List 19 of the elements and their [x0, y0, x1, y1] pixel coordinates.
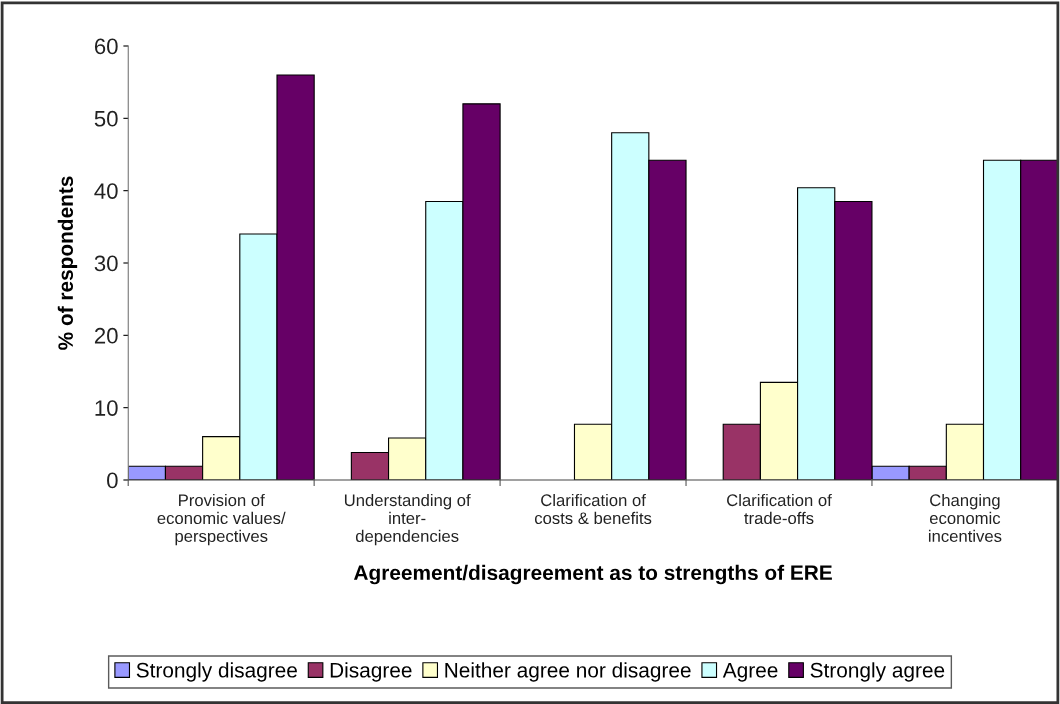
- x-tick-label: Clarification of costs & benefits: [534, 493, 652, 525]
- y-tick-label: 60: [94, 38, 118, 55]
- y-tick-label: 50: [94, 110, 118, 127]
- y-axis-title: % of respondents: [57, 176, 78, 350]
- legend-label: Agree: [722, 663, 778, 682]
- y-tick-label: 30: [94, 255, 118, 272]
- x-axis-title: Agreement/disagreement as to strengths of ERE: [353, 564, 832, 585]
- y-tick-label: 20: [94, 327, 118, 344]
- y-tick-label: 0: [107, 472, 118, 489]
- x-tick-label: Clarification of trade-offs: [727, 493, 832, 525]
- x-tick-label: Understanding of inter- dependencies: [344, 493, 471, 546]
- legend-label: Strongly agree: [810, 662, 945, 682]
- x-tick-label: Changing economic incentives: [928, 493, 1002, 543]
- y-tick-label: 40: [94, 183, 118, 199]
- x-tick-label: Provision of economic values/ perspectives: [157, 493, 286, 546]
- legend-label: Neither agree nor disagree: [445, 662, 691, 682]
- legend-label: Strongly disagree: [136, 662, 297, 682]
- legend-label: Disagree: [330, 662, 412, 682]
- y-tick-label: 10: [95, 400, 118, 416]
